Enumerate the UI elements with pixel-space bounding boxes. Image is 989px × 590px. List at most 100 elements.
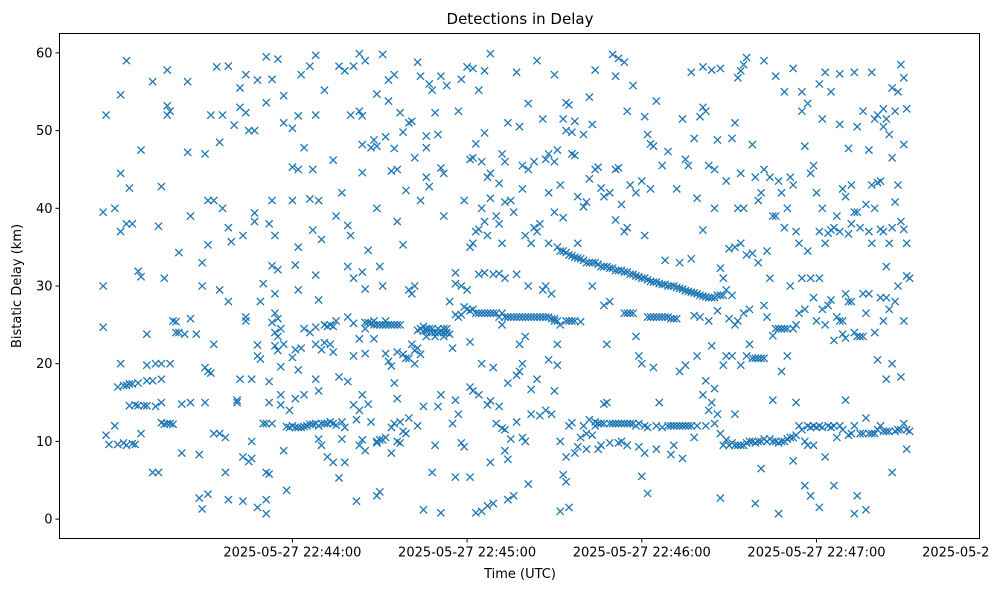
data-point — [707, 65, 716, 75]
data-point — [742, 250, 751, 259]
data-point — [614, 419, 623, 428]
data-point — [288, 353, 297, 362]
data-point — [614, 163, 623, 172]
data-point — [445, 330, 454, 339]
data-point — [879, 104, 888, 113]
data-point — [474, 270, 483, 279]
data-point — [736, 441, 745, 450]
data-point — [358, 140, 367, 149]
data-point — [276, 362, 285, 371]
data-point — [375, 320, 384, 329]
data-point — [838, 316, 847, 326]
data-point — [585, 93, 594, 102]
x-tick-label: 2025-05-27 22:44:00 — [223, 546, 361, 561]
data-point — [142, 330, 151, 339]
data-point — [663, 421, 673, 430]
data-point — [311, 111, 320, 120]
data-point — [465, 382, 475, 392]
data-point — [844, 144, 853, 153]
x-tick-label: 2025-05-27 22:48:00 — [922, 546, 989, 561]
data-point — [631, 332, 641, 341]
data-point — [678, 454, 687, 463]
data-point — [541, 313, 550, 322]
data-point — [390, 419, 399, 428]
data-point — [436, 390, 445, 399]
data-point — [672, 314, 681, 323]
data-point — [879, 316, 888, 326]
data-point — [864, 145, 873, 155]
y-tick-label: 0 — [44, 513, 52, 528]
data-point — [468, 305, 477, 314]
data-point — [631, 188, 641, 197]
data-point — [870, 328, 879, 337]
data-point — [151, 359, 160, 368]
data-point — [477, 157, 486, 166]
data-point — [398, 240, 408, 249]
data-point — [168, 420, 178, 429]
data-point — [786, 433, 795, 442]
data-point — [774, 177, 783, 186]
data-point — [789, 64, 798, 73]
data-point — [201, 398, 210, 407]
data-point — [355, 334, 364, 343]
data-point — [297, 423, 306, 432]
x-tick-label: 2025-05-27 22:46:00 — [573, 546, 711, 561]
data-point — [262, 52, 271, 61]
data-point — [649, 363, 658, 372]
data-point — [148, 468, 157, 477]
data-point — [349, 351, 358, 360]
data-point — [509, 491, 518, 500]
data-point — [620, 309, 629, 318]
data-point — [617, 437, 626, 446]
data-point — [157, 182, 166, 191]
data-point — [334, 473, 344, 482]
data-point — [858, 289, 868, 298]
data-point — [891, 198, 900, 207]
data-point — [675, 258, 684, 267]
data-point — [364, 318, 373, 327]
data-point — [460, 442, 469, 451]
data-point — [684, 161, 693, 170]
data-point — [532, 227, 542, 236]
data-point — [416, 72, 425, 81]
data-point — [486, 309, 495, 318]
data-point — [195, 494, 204, 503]
data-point — [378, 320, 387, 329]
data-point — [710, 165, 719, 174]
data-point — [780, 324, 789, 333]
data-point — [398, 128, 408, 137]
data-point — [867, 239, 876, 248]
data-point — [730, 118, 740, 127]
data-point — [736, 239, 745, 248]
data-point — [882, 114, 891, 124]
data-point — [658, 280, 667, 289]
data-point — [247, 437, 256, 446]
data-point — [861, 505, 871, 514]
data-point — [314, 295, 323, 305]
data-point — [337, 417, 346, 427]
data-point — [765, 274, 774, 283]
data-point — [332, 421, 341, 430]
data-point — [562, 126, 571, 135]
data-point — [605, 438, 614, 447]
data-point — [125, 379, 134, 388]
data-point — [896, 425, 905, 434]
data-point — [701, 107, 710, 116]
data-point — [815, 79, 824, 89]
data-point — [594, 445, 603, 454]
data-point — [457, 438, 466, 447]
data-point — [535, 219, 544, 228]
data-point — [626, 270, 635, 279]
data-point — [270, 231, 280, 240]
data-point — [122, 219, 131, 228]
data-point — [783, 324, 792, 333]
data-point — [902, 445, 911, 454]
data-point — [361, 56, 370, 65]
data-point — [299, 324, 309, 333]
data-point — [873, 111, 882, 120]
data-point — [253, 503, 262, 512]
data-point — [777, 188, 786, 197]
data-point — [611, 419, 620, 428]
data-point — [733, 441, 742, 450]
data-point — [599, 419, 608, 428]
